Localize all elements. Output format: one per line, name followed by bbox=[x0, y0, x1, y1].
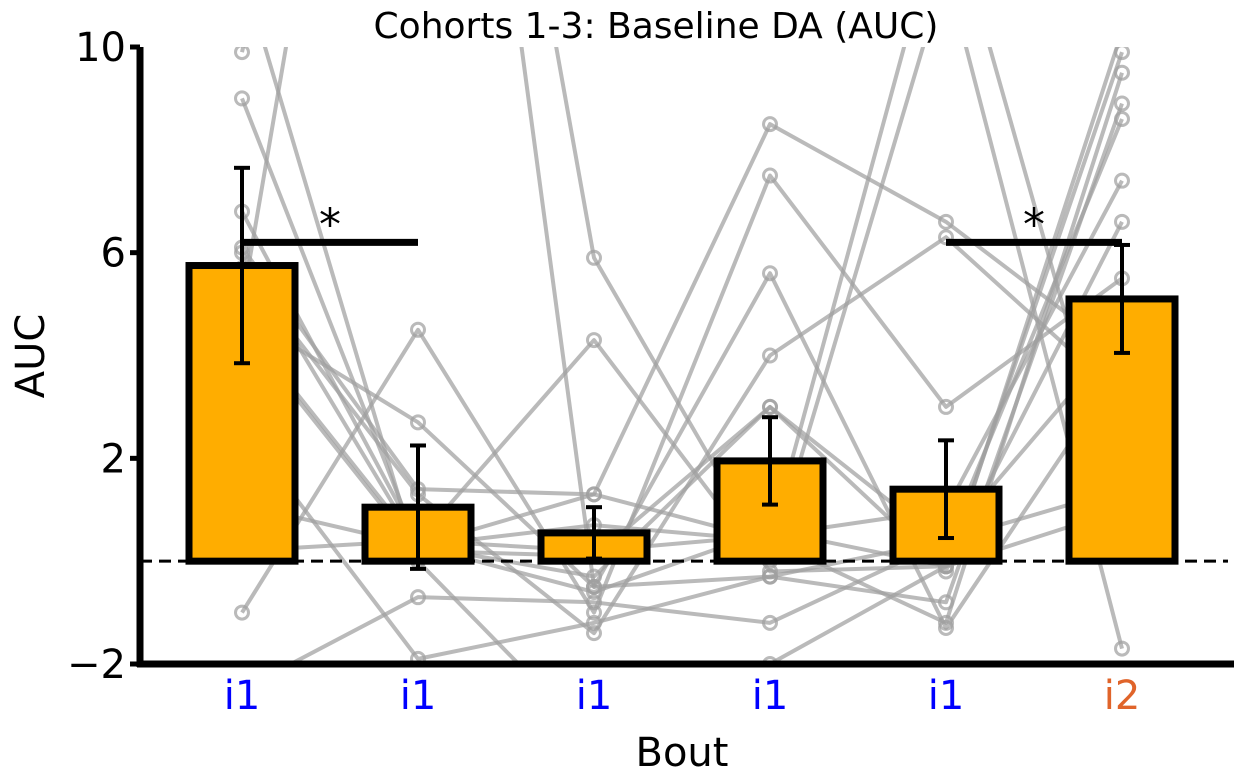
subject-point bbox=[234, 47, 250, 61]
subject-line-7 bbox=[240, 173, 1124, 615]
y-axis-label: AUC bbox=[8, 314, 54, 399]
subject-point bbox=[1114, 213, 1130, 230]
subject-line-1 bbox=[240, 47, 1124, 650]
subject-point bbox=[410, 321, 426, 338]
subject-point bbox=[1114, 95, 1130, 112]
x-tick-label-1: i1 bbox=[224, 673, 261, 719]
subject-point bbox=[410, 414, 426, 431]
subject-point bbox=[586, 486, 602, 503]
subject-line-14 bbox=[262, 47, 1123, 664]
chart-title: Cohorts 1-3: Baseline DA (AUC) bbox=[374, 6, 939, 47]
y-tick-label: 10 bbox=[75, 25, 126, 71]
subject-point bbox=[1116, 25, 1129, 38]
subject-point bbox=[586, 625, 602, 642]
subject-point bbox=[1114, 640, 1130, 657]
subject-point bbox=[410, 650, 426, 664]
significance-markers: * * bbox=[242, 199, 1122, 250]
subject-line-8 bbox=[240, 271, 1124, 631]
subject-point bbox=[938, 620, 954, 637]
x-tick-label-2: i1 bbox=[400, 673, 437, 719]
subject-point bbox=[588, 735, 601, 748]
x-tick-label-5: i1 bbox=[928, 673, 965, 719]
subject-point bbox=[1114, 64, 1130, 81]
y-tick-label: 6 bbox=[101, 231, 126, 277]
subject-point bbox=[762, 265, 778, 282]
subject-point bbox=[762, 398, 778, 415]
subject-point bbox=[234, 604, 250, 621]
subject-point bbox=[586, 594, 602, 611]
subject-lines bbox=[234, 25, 1130, 748]
bars bbox=[140, 165, 1228, 571]
subject-point bbox=[762, 116, 778, 133]
subject-point bbox=[938, 213, 954, 230]
subject-point bbox=[586, 578, 602, 595]
axes: −2 2 6 10 i1 i1 i1 i1 i1 i2 bbox=[67, 25, 1234, 719]
significance-label-2: * bbox=[1023, 199, 1045, 250]
x-tick-label-3: i1 bbox=[576, 673, 613, 719]
subject-point bbox=[938, 398, 954, 415]
y-tick-label: 2 bbox=[101, 436, 126, 482]
subject-point bbox=[234, 90, 250, 107]
subject-point bbox=[586, 249, 602, 266]
subject-point bbox=[762, 568, 778, 585]
subject-line-13 bbox=[240, 47, 1124, 548]
x-tick-label-6: i2 bbox=[1104, 673, 1141, 719]
subject-point bbox=[762, 347, 778, 364]
x-tick-label-4: i1 bbox=[752, 673, 789, 719]
subject-point bbox=[410, 589, 426, 606]
subject-point bbox=[1114, 110, 1130, 127]
x-axis-label: Bout bbox=[636, 730, 729, 776]
subject-point bbox=[762, 656, 778, 664]
y-tick-label: −2 bbox=[67, 642, 126, 688]
subject-line-4 bbox=[240, 102, 1124, 661]
subject-point bbox=[1114, 172, 1130, 189]
significance-label-1: * bbox=[319, 199, 341, 250]
subject-point bbox=[586, 604, 602, 621]
subject-point bbox=[762, 614, 778, 631]
subject-point bbox=[762, 167, 778, 184]
subject-point bbox=[586, 332, 602, 349]
